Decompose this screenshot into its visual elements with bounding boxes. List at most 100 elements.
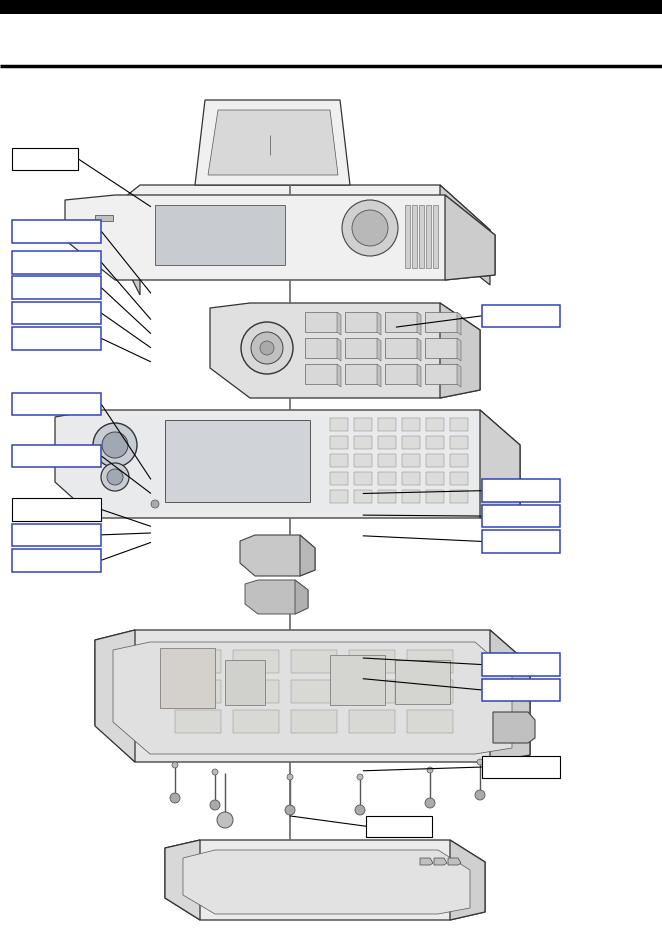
Circle shape: [107, 469, 123, 485]
Polygon shape: [354, 436, 372, 449]
Polygon shape: [55, 410, 520, 518]
Circle shape: [427, 767, 433, 773]
Polygon shape: [291, 650, 337, 673]
Polygon shape: [426, 472, 444, 485]
Circle shape: [251, 332, 283, 364]
Polygon shape: [349, 710, 395, 733]
Polygon shape: [95, 630, 530, 762]
Polygon shape: [493, 712, 535, 743]
Circle shape: [342, 200, 398, 256]
Bar: [95, 215, 113, 221]
Polygon shape: [354, 490, 372, 503]
Polygon shape: [417, 364, 421, 387]
Bar: [12, 445, 101, 467]
Polygon shape: [480, 410, 520, 518]
Circle shape: [170, 793, 180, 803]
Circle shape: [477, 759, 483, 765]
Polygon shape: [349, 680, 395, 703]
Polygon shape: [175, 650, 221, 673]
Polygon shape: [377, 312, 381, 335]
Polygon shape: [420, 858, 433, 865]
Polygon shape: [402, 454, 420, 467]
Polygon shape: [457, 338, 461, 361]
Polygon shape: [291, 680, 337, 703]
Polygon shape: [434, 858, 447, 865]
Polygon shape: [210, 303, 480, 398]
Bar: [12, 327, 101, 350]
Polygon shape: [95, 630, 135, 762]
Polygon shape: [450, 418, 468, 431]
Polygon shape: [165, 420, 310, 502]
Polygon shape: [377, 338, 381, 361]
Polygon shape: [402, 472, 420, 485]
Bar: [330, 655, 385, 705]
Polygon shape: [490, 630, 530, 762]
Polygon shape: [233, 650, 279, 673]
Bar: [482, 653, 560, 676]
Circle shape: [212, 769, 218, 775]
Polygon shape: [195, 100, 350, 185]
Circle shape: [210, 800, 220, 810]
Circle shape: [102, 432, 128, 458]
Polygon shape: [440, 303, 480, 398]
Polygon shape: [417, 312, 421, 335]
Polygon shape: [175, 710, 221, 733]
Polygon shape: [457, 312, 461, 335]
Polygon shape: [305, 312, 337, 332]
Bar: [12, 148, 78, 170]
Circle shape: [425, 798, 435, 808]
Polygon shape: [330, 490, 348, 503]
Polygon shape: [175, 680, 221, 703]
Bar: [12, 524, 101, 546]
Bar: [12, 549, 101, 572]
Polygon shape: [425, 364, 457, 384]
Circle shape: [285, 805, 295, 815]
Polygon shape: [345, 364, 377, 384]
Polygon shape: [330, 472, 348, 485]
Bar: [12, 498, 101, 521]
Polygon shape: [405, 205, 410, 268]
Polygon shape: [385, 338, 417, 358]
Polygon shape: [426, 454, 444, 467]
Bar: [160, 648, 215, 708]
Polygon shape: [417, 338, 421, 361]
Polygon shape: [407, 710, 453, 733]
Polygon shape: [155, 205, 285, 265]
Polygon shape: [419, 205, 424, 268]
Circle shape: [357, 774, 363, 780]
Bar: [12, 393, 101, 415]
Polygon shape: [305, 364, 337, 384]
Polygon shape: [457, 364, 461, 387]
Circle shape: [101, 463, 129, 491]
Polygon shape: [445, 195, 495, 280]
Polygon shape: [233, 680, 279, 703]
Polygon shape: [385, 312, 417, 332]
Polygon shape: [349, 650, 395, 673]
Polygon shape: [90, 185, 490, 270]
Polygon shape: [378, 490, 396, 503]
Polygon shape: [208, 110, 338, 175]
Polygon shape: [426, 205, 431, 268]
Polygon shape: [425, 338, 457, 358]
Circle shape: [287, 774, 293, 780]
Polygon shape: [402, 418, 420, 431]
Polygon shape: [448, 858, 461, 865]
Polygon shape: [450, 436, 468, 449]
Circle shape: [260, 341, 274, 355]
Polygon shape: [305, 338, 337, 358]
Polygon shape: [426, 418, 444, 431]
Polygon shape: [165, 840, 485, 920]
Polygon shape: [345, 338, 377, 358]
Polygon shape: [407, 650, 453, 673]
Polygon shape: [378, 436, 396, 449]
Polygon shape: [337, 364, 341, 387]
Circle shape: [475, 790, 485, 800]
Polygon shape: [378, 454, 396, 467]
Polygon shape: [65, 195, 495, 280]
Bar: [12, 251, 101, 274]
Bar: [482, 479, 560, 502]
Polygon shape: [245, 580, 308, 614]
Polygon shape: [354, 418, 372, 431]
Polygon shape: [337, 338, 341, 361]
Polygon shape: [240, 535, 315, 576]
